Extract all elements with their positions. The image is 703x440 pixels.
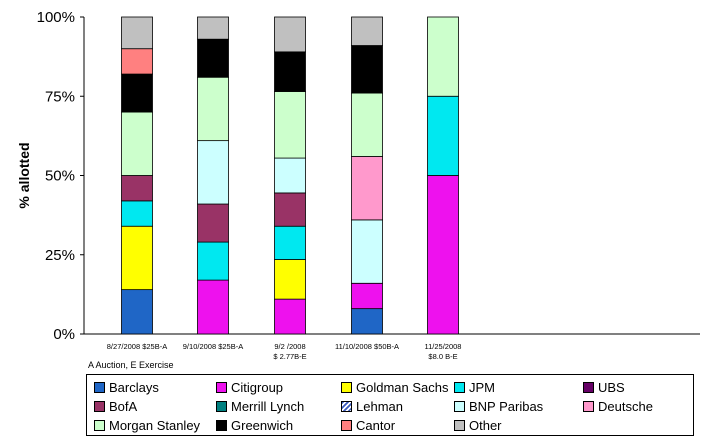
legend-item-bnp-paribas: BNP Paribas <box>454 397 543 415</box>
legend-swatch <box>341 400 352 412</box>
legend-label: Deutsche <box>598 398 653 414</box>
bar-segment-bofa <box>121 175 153 202</box>
legend-label: BNP Paribas <box>469 398 544 414</box>
x-tick-label: 9/10/2008 $25B-A <box>183 342 243 351</box>
bar-segment-greenwich <box>351 45 383 94</box>
bar-segment-greenwich <box>274 51 306 92</box>
legend-swatch <box>216 381 227 393</box>
legend-label: Other <box>469 417 502 433</box>
legend-label: Greenwich <box>231 417 294 433</box>
bar-segment-morgan-stanley <box>427 16 459 97</box>
bar-segment-goldman-sachs <box>121 225 153 291</box>
legend-item-other: Other <box>454 416 502 434</box>
legend-item-morgan-stanley: Morgan Stanley <box>94 416 200 434</box>
bar-segment-bofa <box>274 192 306 227</box>
legend-swatch <box>341 419 352 431</box>
legend-label: Goldman Sachs <box>356 379 449 395</box>
bar-segment-citigroup <box>197 279 229 335</box>
legend-label: Morgan Stanley <box>109 417 201 433</box>
legend-item-merrill-lynch: Merrill Lynch <box>216 397 304 415</box>
legend-swatch <box>583 400 594 412</box>
legend-item-barclays: Barclays <box>94 378 159 396</box>
legend-item-goldman-sachs: Goldman Sachs <box>341 378 449 396</box>
bar-segment-morgan-stanley <box>121 111 153 176</box>
chart-axes: 0% 25% 50% 75% 100% % allotted <box>16 9 700 343</box>
legend-label: JPM <box>469 379 495 395</box>
bar-segment-bnp-paribas <box>197 140 229 205</box>
legend-swatch <box>583 381 594 393</box>
legend-label: Cantor <box>356 417 396 433</box>
bar-segment-citigroup <box>351 282 383 310</box>
chart-labels: 8/27/2008 $25B-A 9/10/2008 $25B-A 9/2 /200… <box>107 342 462 361</box>
legend-swatch <box>454 400 465 412</box>
y-tick-label: 0% <box>53 326 75 343</box>
bar-segment-greenwich <box>197 38 229 78</box>
bar-segment-morgan-stanley <box>197 76 229 142</box>
legend-swatch <box>341 381 352 393</box>
x-tick-label: 11/25/2008 <box>425 342 462 351</box>
y-tick-label: 25% <box>45 247 75 264</box>
bar-segment-deutsche <box>351 156 383 221</box>
y-tick-label: 100% <box>37 9 75 26</box>
x-tick-label: 9/2 /2008 <box>274 342 305 351</box>
legend-label: Barclays <box>109 379 159 395</box>
legend-item-cantor: Cantor <box>341 416 395 434</box>
bar-segment-citigroup <box>427 175 459 335</box>
chart-bars <box>121 16 459 335</box>
x-tick-label: $8.0 B-E <box>428 352 457 361</box>
bar-segment-goldman-sachs <box>274 259 306 300</box>
y-tick-label: 75% <box>45 88 75 105</box>
y-tick-label: 50% <box>45 168 75 185</box>
legend-swatch <box>216 400 227 412</box>
legend-label: UBS <box>598 379 625 395</box>
legend-swatch <box>216 419 227 431</box>
legend-swatch <box>94 381 105 393</box>
x-tick-label: 11/10/2008 $50B-A <box>335 342 399 351</box>
x-tick-label: 8/27/2008 $25B-A <box>107 342 167 351</box>
legend-item-greenwich: Greenwich <box>216 416 293 434</box>
bar-segment-other <box>121 16 153 50</box>
bar-segment-greenwich <box>121 73 153 113</box>
legend-item-lehman: Lehman <box>341 397 403 415</box>
bar-segment-jpm <box>121 200 153 227</box>
legend-item-ubs: UBS <box>583 378 625 396</box>
bar-segment-cantor <box>121 48 153 75</box>
bar-segment-bnp-paribas <box>351 219 383 284</box>
bar-segment-barclays <box>121 289 153 335</box>
legend-label: BofA <box>109 398 138 414</box>
legend-swatch <box>94 419 105 431</box>
legend-label: Lehman <box>356 398 403 414</box>
bar-segment-morgan-stanley <box>274 91 306 159</box>
footnote: A Auction, E Exercise <box>88 360 174 370</box>
y-axis-title: % allotted <box>16 142 32 208</box>
bar-segment-bofa <box>197 203 229 243</box>
bar-segment-other <box>274 16 306 53</box>
legend-swatch <box>454 381 465 393</box>
bar-segment-bnp-paribas <box>274 157 306 194</box>
bar-segment-citigroup <box>274 298 306 335</box>
chart-legend: Barclays Citigroup Goldman Sachs JPM UBS BofA… <box>86 374 694 436</box>
bar-segment-jpm <box>427 95 459 176</box>
legend-item-bofa: BofA <box>94 397 137 415</box>
legend-swatch <box>454 419 465 431</box>
bar-segment-jpm <box>274 225 306 260</box>
legend-item-jpm: JPM <box>454 378 495 396</box>
bar-segment-jpm <box>197 241 229 281</box>
legend-item-citigroup: Citigroup <box>216 378 283 396</box>
legend-swatch <box>94 400 105 412</box>
bar-segment-other <box>197 16 229 40</box>
bar-segment-other <box>351 16 383 46</box>
legend-label: Merrill Lynch <box>231 398 305 414</box>
bar-segment-barclays <box>351 308 383 335</box>
legend-item-deutsche: Deutsche <box>583 397 653 415</box>
x-tick-label: $ 2.77B-E <box>273 352 306 361</box>
legend-label: Citigroup <box>231 379 284 395</box>
bar-segment-morgan-stanley <box>351 92 383 157</box>
